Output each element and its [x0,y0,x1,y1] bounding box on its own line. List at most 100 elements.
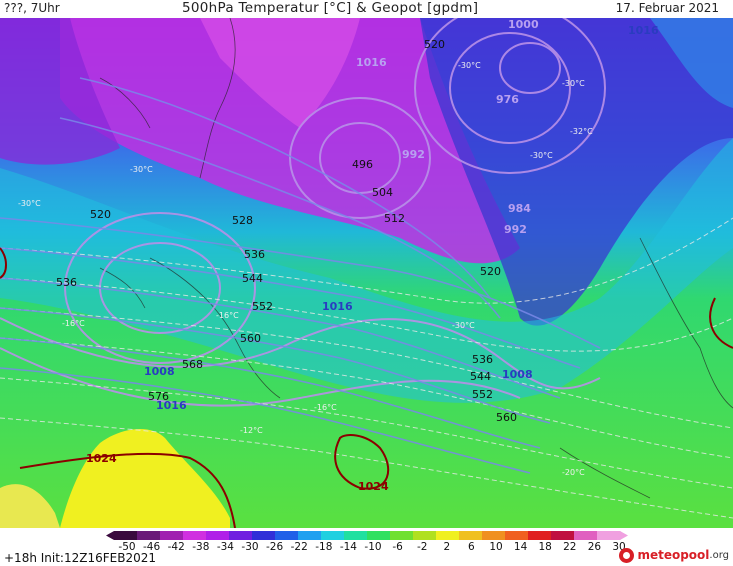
pressure-label: 984 [508,202,531,215]
geopot-label: 536 [56,276,77,289]
temp-label: -16°C [216,311,239,320]
pressure-label: 992 [402,148,425,161]
isotherms [0,217,733,519]
temp-label: -16°C [314,403,337,412]
blue-trough-region [420,18,733,326]
color-scale-tick-label: -42 [167,541,185,553]
color-scale-swatch [528,531,552,540]
color-scale-swatch [321,531,345,540]
temp-label: -20°C [562,468,585,477]
map-date: 17. Februar 2021 [615,1,719,15]
pressure-label: 1016 [156,399,187,412]
color-scale-swatch [482,531,506,540]
color-scale-swatch [137,531,161,540]
color-scale-swatch [206,531,230,540]
color-scale-tick-label: -2 [416,541,428,553]
temp-label: -16°C [62,319,85,328]
cold-region-west [0,18,120,165]
isobars [0,18,606,407]
geopot-label: 544 [470,370,491,383]
color-scale-swatch [298,531,322,540]
meteopool-logo[interactable]: meteopool .org [619,545,729,565]
color-scale-swatch [160,531,184,540]
geopot-label: 560 [240,332,261,345]
color-scale-swatch [459,531,483,540]
map-title: 500hPa Temperatur [°C] & Geopot [gpdm] [182,0,479,16]
color-scale-swatch [574,531,598,540]
color-scale-swatch [390,531,414,540]
temp-label: -30°C [530,151,553,160]
pressure-label: 1016 [356,56,387,69]
temp-label: -12°C [240,426,263,435]
logo-suffix-text: .org [709,549,729,561]
pressure-labels: 1016 1008 1016 1008 1024 1024 1016 976 9… [86,18,659,493]
temp-label: -30°C [18,199,41,208]
geopot-labels: 520 496 504 512 520 528 536 544 552 560 … [56,38,517,424]
geopot-label: 520 [424,38,445,51]
temp-label: -30°C [452,321,475,330]
temp-label: -30°C [458,61,481,70]
pressure-label: 1008 [144,365,175,378]
color-scale-tick-label: -14 [339,541,357,553]
color-scale-bar [106,531,628,540]
geopot-contours [0,77,601,474]
arctic-east [650,18,733,108]
footer: -50 -46 -42 -38 -34 -30 -26 -22 -18 -14 -10 -6 -2 2 6 1… [0,528,733,566]
init-time-label: +18h Init:12Z16FEB2021 [4,551,156,565]
cold-core-region [60,18,520,264]
temp-label: -30°C [562,79,585,88]
weather-map: 520 496 504 512 520 528 536 544 552 560 … [0,18,733,528]
color-scale-tick-label: -18 [315,541,333,553]
color-scale-swatch [597,531,621,540]
temperature-labels: -30°C -30°C -30°C -16°C -16°C -16°C -12°… [18,61,593,477]
warm-region-corner [0,484,60,528]
color-scale-arrow-left [106,531,114,540]
geopot-label: 512 [384,212,405,225]
color-scale-arrow-right [620,531,628,540]
pressure-label: 1016 [628,24,659,37]
high-pressure-lines [0,247,733,528]
color-scale-swatch [275,531,299,540]
coastlines [99,18,733,499]
pressure-label: 976 [496,93,519,106]
color-scale-swatch [229,531,253,540]
geopot-label: 520 [90,208,111,221]
color-scale-tick-label: 6 [468,541,475,553]
temp-label: -32°C [570,127,593,136]
color-scale-tick-label: 26 [587,541,602,553]
run-label: ???, 7Uhr [4,1,60,15]
color-scale-tick-label: -46 [143,541,161,553]
color-scale-swatch [367,531,391,540]
temp-label: -30°C [130,165,153,174]
color-scale-swatch [413,531,437,540]
geopot-label: 544 [242,272,263,285]
color-scale-tick-label: -38 [192,541,210,553]
map-canvas: 520 496 504 512 520 528 536 544 552 560 … [0,18,733,528]
cyan-band [0,138,733,403]
geopot-label: 576 [148,390,169,403]
color-scale-tick-label: -50 [118,541,136,553]
geopot-label: 536 [244,248,265,261]
color-scale-tick-label: -30 [241,541,259,553]
color-scale-tick-label: 2 [443,541,451,553]
cold-core-magenta [200,18,360,128]
color-scale-swatch [252,531,276,540]
color-scale-swatch [183,531,207,540]
warm-region-sw [60,428,230,528]
pressure-label: 992 [504,223,527,236]
color-scale-swatch [436,531,460,540]
color-scale-swatch [551,531,575,540]
logo-main-text: meteopool [637,548,710,562]
geopot-label: 536 [472,353,493,366]
geopot-label: 568 [182,358,203,371]
pressure-label: 1008 [502,368,533,381]
geopot-label: 520 [480,265,501,278]
color-scale-tick-label: 14 [513,541,528,553]
pressure-label: 1024 [86,452,117,465]
meteopool-logo-icon [619,547,635,563]
color-scale-tick-label: -26 [266,541,284,553]
color-scale-ticks: -50 -46 -42 -38 -34 -30 -26 -22 -18 -14 -10 -6 -2 2 6 1… [0,541,733,555]
pressure-label: 1024 [358,480,389,493]
geopot-label: 552 [472,388,493,401]
color-scale-tick-label: 10 [489,541,503,553]
